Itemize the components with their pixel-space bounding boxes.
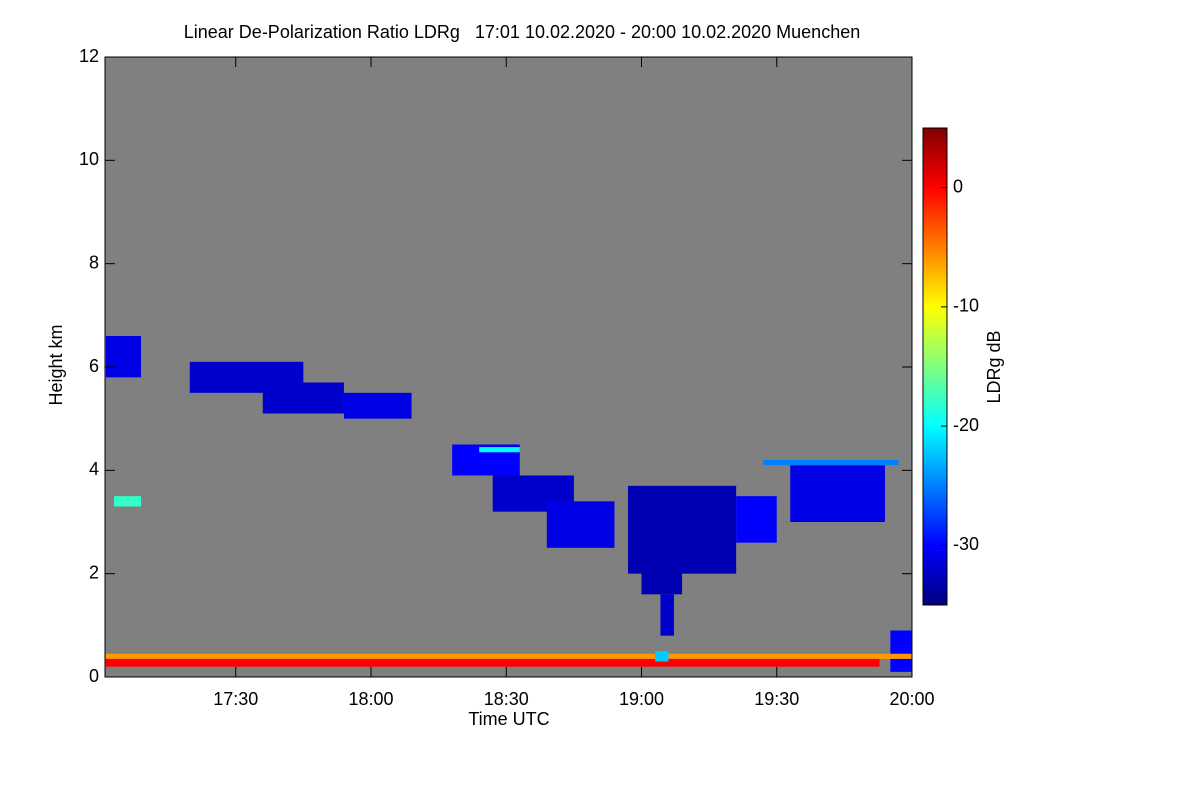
x-tick-label: 20:00 bbox=[889, 689, 934, 709]
heatmap-cell bbox=[105, 653, 912, 659]
colorbar-label: LDRg dB bbox=[984, 330, 1004, 403]
heatmap-cell bbox=[343, 392, 412, 419]
heatmap-cell bbox=[105, 658, 880, 667]
colorbar-tick-label: -30 bbox=[953, 534, 979, 554]
heatmap-cell bbox=[105, 336, 142, 378]
colorbar bbox=[922, 127, 948, 606]
colorbar-tick-label: -10 bbox=[953, 296, 979, 316]
y-tick-label: 8 bbox=[89, 252, 99, 272]
heatmap-cell bbox=[262, 382, 344, 414]
x-tick-label: 18:00 bbox=[348, 689, 393, 709]
y-tick-label: 2 bbox=[89, 562, 99, 582]
heatmap-cell bbox=[479, 447, 520, 453]
y-tick-label: 6 bbox=[89, 356, 99, 376]
x-tick-label: 19:30 bbox=[754, 689, 799, 709]
heatmap-cell bbox=[736, 496, 777, 543]
chart-title: Linear De-Polarization Ratio LDRg 17:01 … bbox=[184, 22, 860, 42]
heatmap-cell bbox=[790, 465, 885, 522]
y-tick-label: 12 bbox=[79, 46, 99, 66]
heatmap-cell bbox=[546, 501, 615, 548]
x-tick-label: 17:30 bbox=[213, 689, 258, 709]
heatmap-cell bbox=[655, 651, 669, 662]
x-tick-label: 18:30 bbox=[484, 689, 529, 709]
heatmap-cell bbox=[763, 460, 899, 466]
y-axis-label: Height km bbox=[46, 324, 66, 405]
heatmap-cell bbox=[641, 558, 683, 595]
colorbar-tick-label: -20 bbox=[953, 415, 979, 435]
colorbar-tick-label: 0 bbox=[953, 176, 963, 196]
x-axis-label: Time UTC bbox=[468, 709, 549, 729]
heatmap-cell bbox=[890, 630, 912, 672]
y-tick-label: 4 bbox=[89, 459, 99, 479]
heatmap-cell bbox=[114, 496, 142, 507]
x-tick-label: 19:00 bbox=[619, 689, 664, 709]
y-tick-label: 10 bbox=[79, 149, 99, 169]
y-tick-label: 0 bbox=[89, 666, 99, 686]
heatmap-cell bbox=[660, 594, 674, 636]
